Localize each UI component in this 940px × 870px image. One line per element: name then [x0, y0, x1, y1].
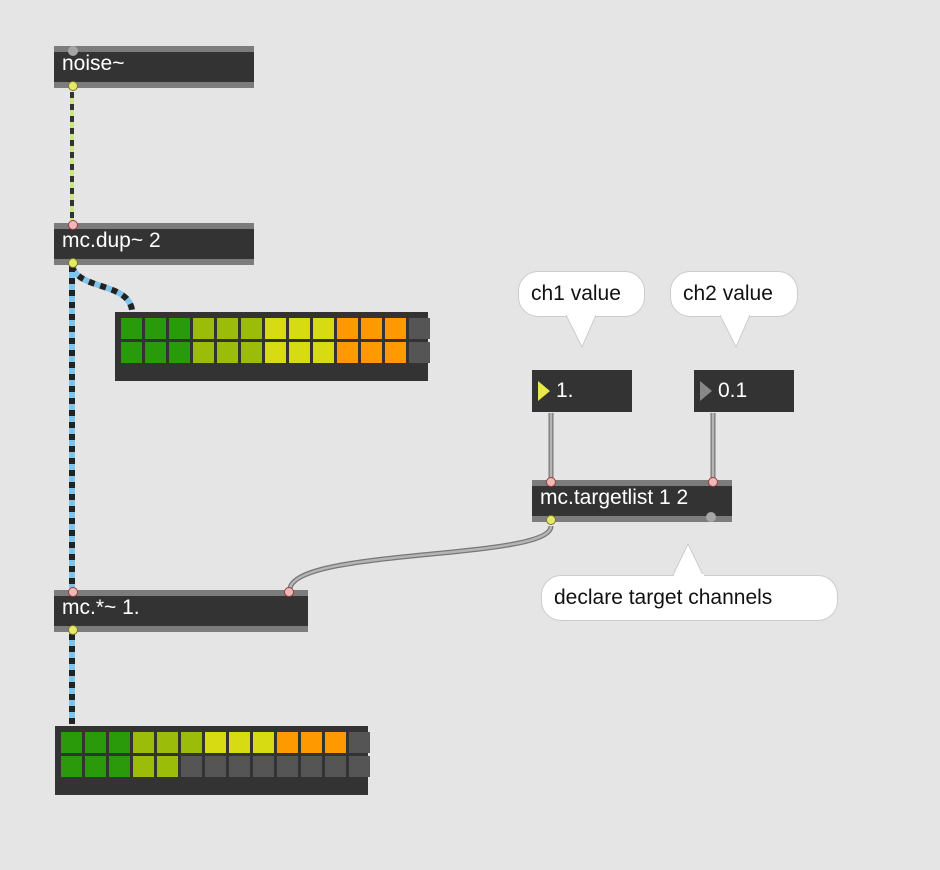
triangle-icon — [538, 381, 550, 401]
object-noise[interactable]: noise~ — [54, 46, 254, 91]
meter-cell — [253, 756, 274, 777]
outlet-port[interactable] — [68, 625, 78, 635]
meter-cell — [121, 318, 142, 339]
object-mc-targetlist[interactable]: mc.targetlist 1 2 — [532, 477, 732, 525]
cord-dup-to-meter[interactable] — [69, 264, 135, 311]
object-mc-multiply[interactable]: mc.*~ 1. — [54, 587, 308, 635]
inlet-port[interactable] — [68, 220, 78, 230]
outlet-port[interactable] — [546, 515, 556, 525]
meter-cell — [181, 732, 202, 753]
cord-targetlist-to-mul[interactable] — [287, 525, 554, 590]
inlet-port[interactable] — [546, 477, 556, 487]
meter-cell — [217, 318, 238, 339]
meter-cell — [241, 342, 262, 363]
triangle-icon — [700, 381, 712, 401]
meter-cell — [133, 732, 154, 753]
meter-cell — [133, 756, 154, 777]
outlet-port[interactable] — [68, 258, 78, 268]
inlet-port[interactable] — [284, 587, 294, 597]
meter-cell — [289, 318, 310, 339]
meter-cell — [193, 342, 214, 363]
meter-cell — [157, 756, 178, 777]
meter-cell — [121, 342, 142, 363]
comment-ch1: ch1 value — [518, 271, 645, 317]
comment-pointer-joint — [674, 574, 704, 580]
meter-cell — [385, 342, 406, 363]
meter-cell — [61, 756, 82, 777]
meter-cell — [85, 732, 106, 753]
meter-cell — [301, 732, 322, 753]
meter-cell — [289, 342, 310, 363]
meter-cell — [361, 342, 382, 363]
meter-cell — [145, 318, 166, 339]
meter-cell — [61, 732, 82, 753]
outlet-port[interactable] — [706, 512, 716, 522]
meter-cell — [229, 756, 250, 777]
meter-cell — [169, 318, 190, 339]
object-label: mc.targetlist 1 2 — [540, 486, 689, 509]
level-meter-bottom — [55, 726, 370, 795]
meter-cell — [181, 756, 202, 777]
meter-cell — [229, 732, 250, 753]
meter-cell — [205, 732, 226, 753]
meter-cell — [85, 756, 106, 777]
meter-cell — [385, 318, 406, 339]
comment-text: ch2 value — [683, 282, 773, 305]
comment-ch2: ch2 value — [670, 271, 798, 317]
meter-cell — [265, 318, 286, 339]
level-meter-top — [115, 312, 430, 381]
meter-cell — [217, 342, 238, 363]
comment-pointer — [720, 315, 750, 349]
meter-cell — [325, 756, 346, 777]
meter-cell — [349, 732, 370, 753]
inlet-port[interactable] — [68, 587, 78, 597]
comment-text: ch1 value — [531, 282, 621, 305]
meter-cell — [301, 756, 322, 777]
meter-cell — [361, 318, 382, 339]
comment-pointer — [672, 544, 705, 578]
object-label: noise~ — [62, 52, 125, 75]
meter-cell — [157, 732, 178, 753]
meter-cell — [337, 342, 358, 363]
meter-cell — [277, 732, 298, 753]
inlet-port[interactable] — [68, 46, 78, 56]
number-value: 0.1 — [718, 379, 748, 402]
comment-declare-target: declare target channels — [541, 575, 838, 621]
number-box-ch1[interactable]: 1. — [532, 370, 632, 412]
meter-cell — [109, 756, 130, 777]
meter-cell — [409, 318, 430, 339]
object-mc-dup[interactable]: mc.dup~ 2 — [54, 220, 254, 268]
meter-cell — [313, 342, 334, 363]
comment-text: declare target channels — [554, 586, 773, 609]
meter-cell — [145, 342, 166, 363]
meter-cell — [349, 756, 370, 777]
meter-cell — [409, 342, 430, 363]
meter-cell — [337, 318, 358, 339]
object-label: mc.*~ 1. — [62, 596, 140, 619]
comment-pointer — [566, 315, 596, 349]
meter-cell — [205, 756, 226, 777]
number-box-ch2[interactable]: 0.1 — [694, 370, 794, 412]
number-value: 1. — [556, 379, 574, 402]
meter-cell — [325, 732, 346, 753]
inlet-port[interactable] — [708, 477, 718, 487]
object-label: mc.dup~ 2 — [62, 229, 161, 252]
meter-cell — [265, 342, 286, 363]
meter-cell — [253, 732, 274, 753]
meter-cell — [193, 318, 214, 339]
meter-cell — [109, 732, 130, 753]
meter-cell — [241, 318, 262, 339]
meter-cell — [313, 318, 334, 339]
meter-cell — [277, 756, 298, 777]
meter-cell — [169, 342, 190, 363]
outlet-port[interactable] — [68, 81, 78, 91]
